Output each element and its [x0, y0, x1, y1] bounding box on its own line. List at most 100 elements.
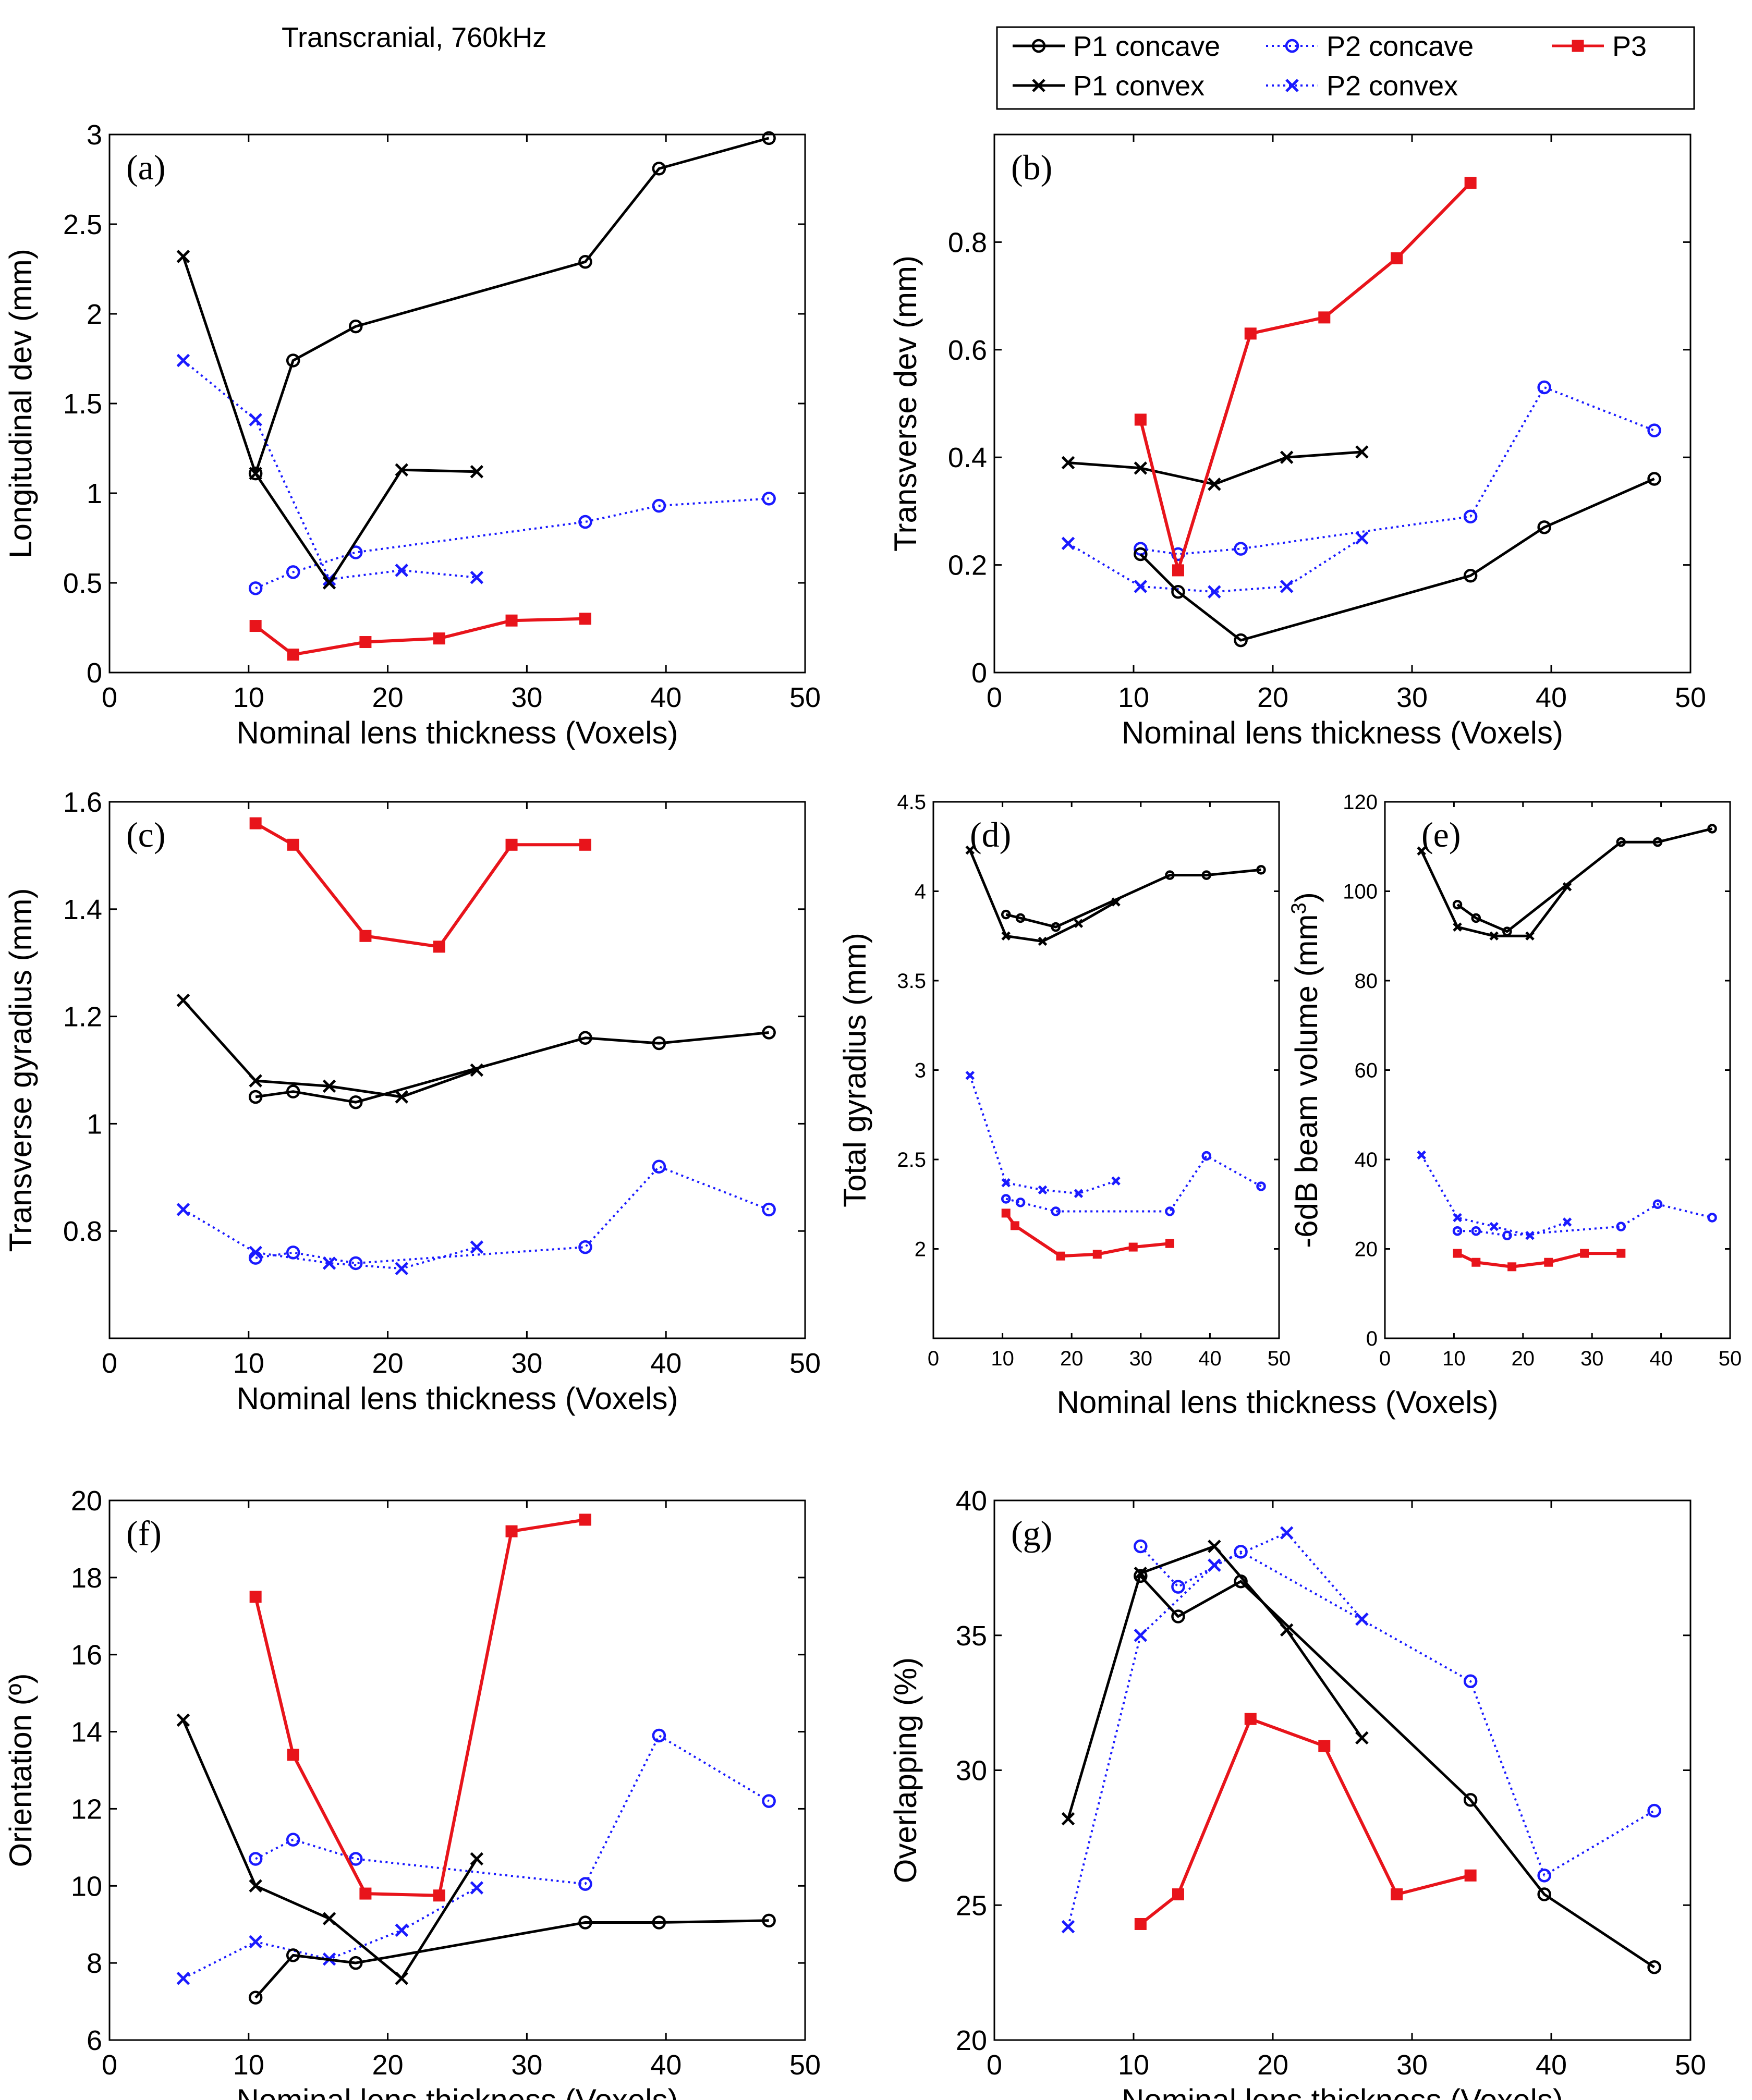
- y-tick-label-e: 60: [1355, 1059, 1378, 1082]
- x-tick-label-c: 30: [511, 1348, 542, 1379]
- y-tick-label-c: 1.2: [63, 1002, 102, 1033]
- data-point-P1convex: [470, 465, 484, 479]
- data-point-P2concave: [1452, 1226, 1463, 1236]
- data-point-P1concave: [578, 254, 592, 269]
- y-tick-label-f: 16: [71, 1640, 102, 1671]
- data-point-P3: [1391, 1888, 1403, 1901]
- series-line-P3: [1456, 1252, 1621, 1268]
- data-point-P2convex: [1111, 1176, 1121, 1186]
- data-point-P1convex: [1453, 922, 1462, 932]
- y-axis-title-b: Transverse dev (mm): [888, 255, 923, 552]
- data-point-P2convex: [470, 1240, 484, 1254]
- data-point-P2concave: [762, 492, 776, 506]
- series-P1convex-g: [1061, 1540, 1369, 1826]
- data-point-P1concave: [1234, 633, 1248, 648]
- data-point-P1concave: [1647, 1960, 1661, 1974]
- series-line-P3: [254, 822, 586, 948]
- x-tick-label-b: 40: [1536, 682, 1567, 713]
- data-point-P2convex: [1134, 580, 1148, 593]
- data-point-P1concave: [1171, 1609, 1185, 1623]
- data-point-P2convex: [395, 1262, 409, 1275]
- data-point-P1convex: [176, 1713, 190, 1727]
- y-tick-label-e: 0: [1366, 1327, 1378, 1350]
- series-line-P1concave: [254, 1919, 769, 1999]
- x-tick-label-f: 10: [233, 2049, 264, 2081]
- y-tick-label-b: 0.2: [948, 550, 987, 581]
- series-P1concave-a: [248, 131, 776, 481]
- data-point-P1convex: [1525, 931, 1535, 941]
- y-tick-label-f: 10: [71, 1871, 102, 1902]
- data-point-P1convex: [965, 845, 975, 855]
- x-axis-title-c: Nominal lens thickness (Voxels): [236, 1381, 678, 1416]
- x-tick-label-g: 10: [1118, 2049, 1149, 2081]
- x-tick-label-g: 20: [1257, 2049, 1288, 2081]
- x-tick-label-a: 10: [233, 682, 264, 713]
- x-tick-label-c: 40: [650, 1348, 682, 1379]
- data-point-P1convex: [1562, 882, 1572, 892]
- y-tick-label-g: 35: [956, 1620, 987, 1652]
- data-point-P1concave: [1537, 520, 1551, 534]
- data-point-P1concave: [1502, 926, 1512, 936]
- x-tick-label-f: 40: [650, 2049, 682, 2081]
- y-tick-label-d: 3.5: [897, 970, 926, 993]
- series-line-P2concave: [1139, 1545, 1655, 1877]
- panel-label-e: (e): [1421, 815, 1461, 854]
- data-point-P3: [1134, 413, 1147, 426]
- data-point-P2concave: [286, 1246, 300, 1260]
- series-line-P2convex: [1067, 1532, 1363, 1927]
- data-point-P2concave: [348, 1852, 363, 1866]
- legend-label-P2concave: P2 concave: [1327, 31, 1474, 62]
- data-point-P3: [433, 632, 445, 645]
- legend-entry-P3: P3: [1552, 31, 1647, 62]
- y-tick-label-a: 1: [87, 478, 102, 509]
- data-point-P1concave: [1015, 913, 1026, 923]
- series-P3-f: [249, 1513, 591, 1902]
- series-line-P2concave: [1140, 386, 1655, 555]
- panel-label-d: (d): [970, 815, 1011, 854]
- y-tick-label-c: 1.6: [63, 787, 102, 818]
- data-point-P3: [1056, 1251, 1065, 1261]
- data-point-P1concave: [1652, 837, 1663, 847]
- series-P1convex-f: [176, 1713, 484, 1985]
- panel-b: 0 10 20 30 40 50 0 0.2 0.4 0.6 0.8 Nominal lens thi…: [888, 133, 1706, 750]
- data-point-P2convex: [1208, 585, 1221, 599]
- data-point-P2concave: [1707, 1213, 1717, 1223]
- data-point-P3: [1391, 252, 1403, 264]
- data-point-P1concave: [578, 1915, 592, 1930]
- data-point-P2convex: [1074, 1189, 1084, 1198]
- series-line-P1concave: [1456, 827, 1713, 933]
- series-P2convex-b: [1061, 531, 1369, 599]
- data-point-P3: [1507, 1262, 1517, 1272]
- panel-label-g: (g): [1011, 1513, 1052, 1553]
- data-point-P1concave: [1256, 865, 1266, 875]
- series-P3-d: [1001, 1208, 1174, 1261]
- x-tick-label-b: 0: [987, 682, 1002, 713]
- data-point-P2concave: [1256, 1181, 1266, 1191]
- data-point-P2concave: [1463, 1674, 1478, 1688]
- series-line-P2convex: [182, 359, 477, 581]
- data-point-P1convex: [395, 463, 409, 477]
- data-point-P1convex: [1038, 936, 1048, 946]
- plot-frame-g: [993, 1499, 1692, 2041]
- data-point-P2convex: [1134, 1628, 1148, 1642]
- series-line-P2convex: [182, 1887, 478, 1980]
- y-tick-label-f: 8: [87, 1948, 102, 1979]
- data-point-P1convex: [395, 1971, 409, 1985]
- x-tick-label-c: 0: [102, 1348, 117, 1379]
- y-axis-title-suffix-e: ): [1289, 892, 1324, 902]
- data-point-P1concave: [1134, 1569, 1148, 1583]
- data-point-P3: [287, 649, 299, 661]
- data-point-P2convex: [1061, 1920, 1075, 1934]
- data-point-P2convex: [395, 1923, 409, 1937]
- y-tick-label-d: 3: [915, 1059, 926, 1082]
- x-tick-label-g: 0: [987, 2049, 1002, 2081]
- legend-marker-P1concave: [1031, 39, 1046, 53]
- data-point-P3: [1244, 327, 1257, 340]
- y-tick-label-a: 2: [87, 299, 102, 330]
- panel-f: 0 10 20 30 40 50 6 8 10 12 14 16 18 20 Nominal lens th…: [3, 1485, 821, 2100]
- x-tick-label-b: 50: [1675, 682, 1706, 713]
- data-point-P1convex: [1001, 931, 1011, 941]
- data-point-P3: [579, 613, 591, 625]
- data-point-P1concave: [1463, 568, 1478, 583]
- data-point-P1concave: [348, 319, 363, 334]
